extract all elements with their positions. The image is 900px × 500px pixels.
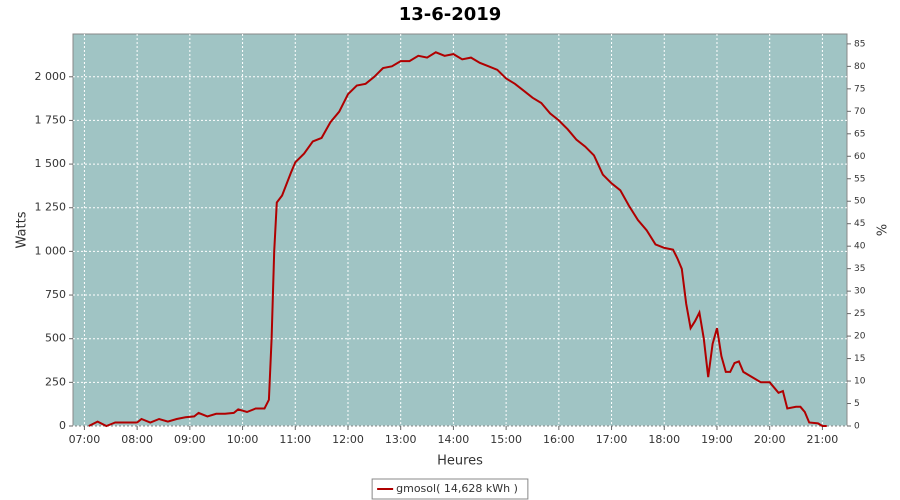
y2-tick-label: 30 [854,287,866,297]
y2-tick-label: 80 [854,62,866,72]
y2-axis-title: % [873,224,888,236]
legend-label: gmosol( 14,628 kWh ) [396,482,518,495]
y2-tick-label: 70 [854,107,866,117]
legend: gmosol( 14,628 kWh ) [371,478,529,500]
y-tick-label: 750 [45,288,66,301]
y2-tick-label: 45 [854,219,865,229]
y2-tick-label: 50 [854,197,866,207]
y-axis-title: Watts [15,211,30,248]
y2-tick-label: 15 [854,354,865,364]
x-tick-label: 09:00 [174,433,206,446]
x-tick-label: 21:00 [807,433,839,446]
x-tick-label: 13:00 [385,433,417,446]
x-tick-label: 20:00 [754,433,786,446]
y-tick-label: 1 500 [35,157,67,170]
y2-tick-label: 0 [854,422,860,432]
x-tick-label: 19:00 [701,433,733,446]
series-line [88,51,827,428]
y2-tick-label: 5 [854,399,860,409]
y-tick-label: 500 [45,332,66,345]
x-tick-label: 16:00 [543,433,575,446]
x-tick-label: 15:00 [490,433,522,446]
legend-box [371,478,529,500]
x-tick-label: 08:00 [121,433,153,446]
chart-title: 13-6-2019 [399,4,502,25]
plot-area [72,33,848,427]
y-tick-label: 0 [59,419,66,432]
y2-tick-label: 10 [854,377,866,387]
y2-tick-label: 75 [854,84,865,94]
y-tick-label: 1 750 [35,113,67,126]
x-tick-label: 14:00 [438,433,470,446]
x-tick-label: 11:00 [279,433,311,446]
y2-tick-label: 85 [854,39,865,49]
x-axis-title: Heures [437,454,483,469]
y2-tick-label: 65 [854,129,865,139]
y2-tick-label: 40 [854,242,866,252]
y2-tick-label: 55 [854,174,865,184]
y-tick-label: 2 000 [35,70,67,83]
x-tick-label: 18:00 [648,433,680,446]
x-tick-label: 10:00 [227,433,259,446]
y-tick-label: 1 000 [35,244,67,257]
y2-tick-label: 20 [854,332,866,342]
x-tick-label: 17:00 [596,433,628,446]
y2-tick-label: 25 [854,309,865,319]
x-tick-label: 07:00 [69,433,101,446]
y2-tick-label: 60 [854,152,866,162]
y-tick-label: 1 250 [35,201,67,214]
y-tick-label: 250 [45,375,66,388]
x-tick-label: 12:00 [332,433,364,446]
y2-tick-label: 35 [854,264,865,274]
